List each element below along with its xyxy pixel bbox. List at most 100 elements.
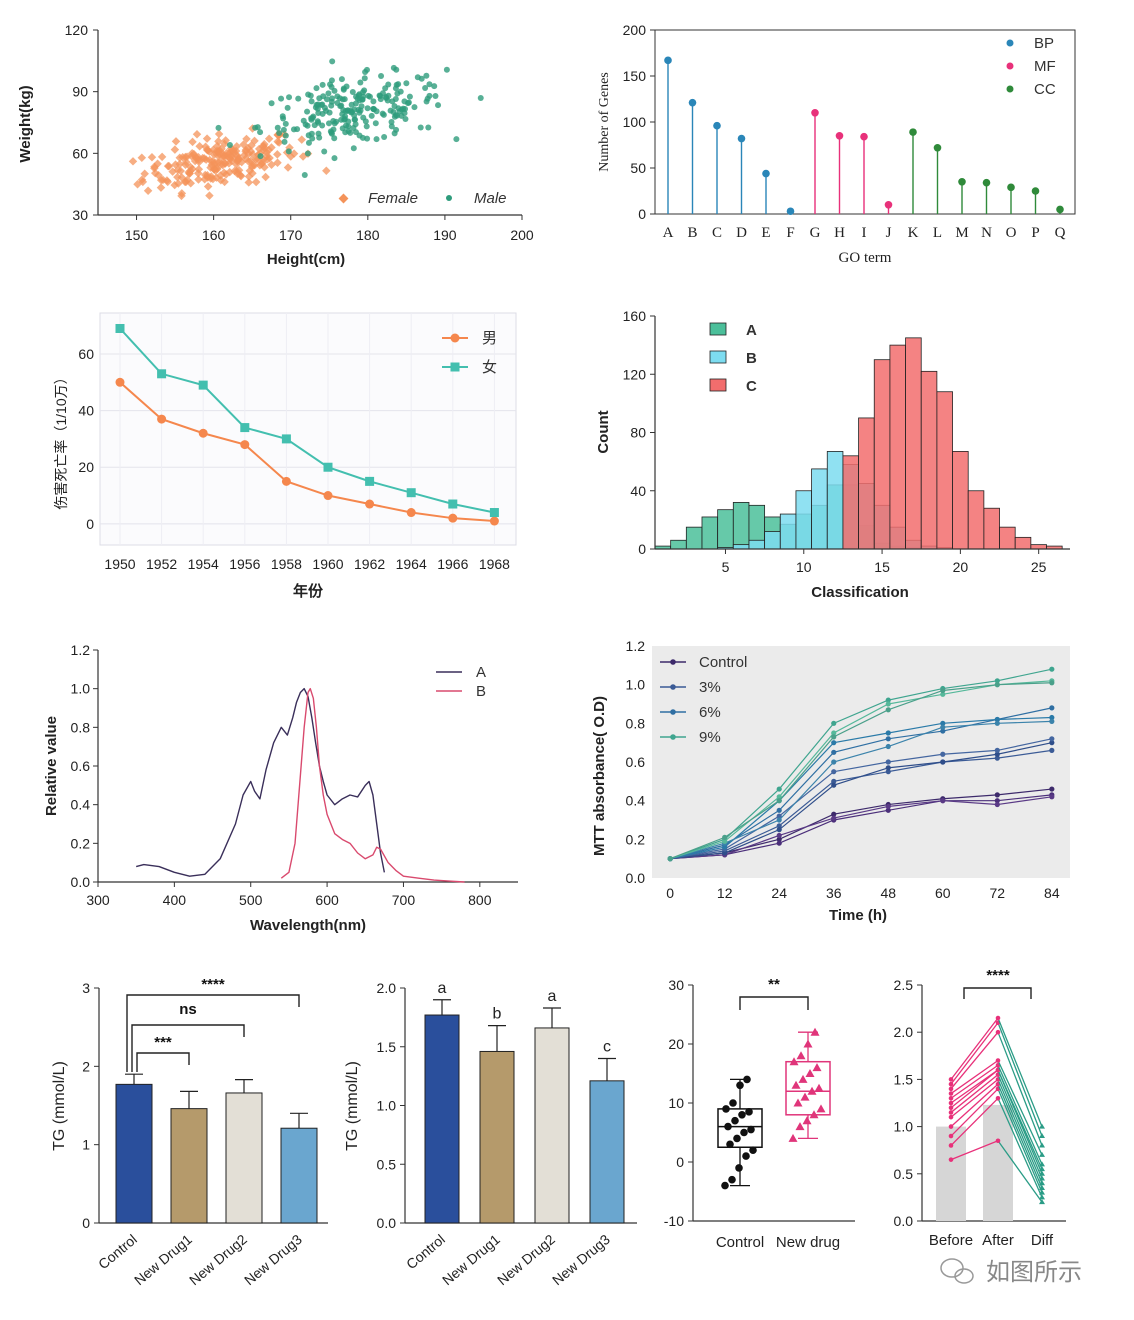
paired-line-after-diff [997, 1064, 1043, 1165]
scatter-point-male [359, 96, 366, 103]
scatter-point-male [215, 124, 222, 131]
paired-y-tick-label: 0.0 [894, 1213, 914, 1229]
mortality-point-female [365, 476, 375, 486]
scatter-point-male [373, 136, 380, 143]
mtt-point [831, 730, 837, 736]
mtt-x-tick-label: 0 [666, 885, 674, 901]
paired-line-after-diff [997, 1088, 1043, 1193]
scatter-point-male [319, 101, 326, 108]
scatter-point-male [345, 128, 352, 135]
scatter-point-male [345, 123, 352, 130]
histogram-bar-A [670, 539, 687, 550]
histogram-bar-B [811, 468, 828, 550]
paired-point-after [995, 1015, 1001, 1021]
tg1-bar [225, 1092, 263, 1224]
spectrum-lines [136, 687, 465, 883]
scatter-point-male [391, 130, 398, 137]
mtt-x-tick-label: 48 [880, 885, 896, 901]
mtt-lines [667, 666, 1055, 862]
histogram-bar-C [873, 359, 891, 550]
histogram-x-tick-label: 20 [953, 559, 969, 575]
mortality-x-tick-label: 1960 [312, 556, 343, 572]
mtt-point [940, 687, 946, 694]
mtt-point [722, 844, 728, 850]
mtt-point [1049, 718, 1055, 725]
histogram-bar-C [952, 451, 969, 550]
scatter-point-male [329, 58, 336, 65]
mtt-x-label: Time (h) [829, 907, 887, 924]
lollipop-head [958, 178, 966, 186]
boxplot-box [785, 1060, 831, 1116]
lollipop-head [933, 143, 942, 152]
boxplot-x-ticks: Control New drug [716, 1234, 840, 1251]
spectrum-x-label: Wavelength(nm) [250, 917, 366, 934]
paired-x-tick-label: After [982, 1232, 1014, 1249]
lollipop-head [811, 109, 819, 117]
scatter-point-female [251, 177, 261, 187]
scatter-point-male [351, 116, 358, 123]
scatter-point-male [257, 129, 264, 136]
paired-line-before-after [950, 1083, 999, 1128]
mortality-x-tick-label: 1958 [271, 556, 302, 572]
scatter-point-male [257, 153, 264, 160]
scatter-x-tick-label: 180 [356, 227, 380, 243]
scatter-point-male [278, 95, 285, 102]
scatter-point-male [268, 100, 275, 107]
boxplot-point-newdrug [793, 1098, 803, 1107]
mortality-point-female [198, 380, 208, 390]
boxplot-point-control [742, 1152, 750, 1160]
paired-line-after-diff [997, 1140, 1043, 1203]
lollipop-legend-swatch [1006, 39, 1014, 47]
mtt-line [670, 796, 1052, 860]
scatter-x-ticks: 150 160 170 180 190 200 [125, 215, 534, 243]
histogram-bar-C [999, 526, 1016, 550]
paired-point-diff [1039, 1142, 1045, 1148]
paired-point-diff [1039, 1199, 1045, 1205]
paired-point-before [948, 1100, 954, 1106]
paired-marks [936, 1015, 1045, 1221]
histogram-y-tick-label: 120 [623, 366, 647, 382]
lollipop-head [884, 201, 893, 209]
scatter-point-female [177, 191, 186, 201]
scatter-point-male [226, 142, 233, 149]
tg2-x-tick-label: New Drug2 [494, 1231, 558, 1288]
scatter-point-female [202, 145, 212, 155]
mortality-legend: 男女 [442, 330, 497, 376]
mtt-point [722, 850, 728, 856]
tg2-y-tick-label: 0.5 [377, 1156, 397, 1172]
mtt-point [776, 823, 782, 829]
scatter-point-female [192, 130, 202, 139]
scatter-point-male [350, 145, 357, 152]
histogram-bar-B [748, 539, 766, 550]
mtt-point [776, 832, 782, 839]
scatter-point-female [173, 172, 182, 182]
histogram-x-tick-label: 25 [1031, 559, 1047, 575]
histogram-y-tick-label: 40 [630, 483, 646, 499]
scatter-point-male [393, 66, 400, 73]
scatter-point-male [363, 123, 370, 130]
mtt-legend-label: 9% [699, 729, 721, 746]
scatter-point-male [388, 119, 395, 126]
tg1-bar [280, 1127, 318, 1224]
mtt-legend-label: Control [699, 654, 747, 671]
scatter-point-female [220, 139, 229, 149]
tg1-x-tick-label: Control [95, 1231, 140, 1272]
paired-line-after-diff [997, 1017, 1043, 1127]
mortality-point-male [365, 499, 375, 509]
mortality-point-male [198, 428, 208, 438]
scatter-point-male [394, 90, 401, 97]
mortality-x-tick-label: 1956 [229, 556, 260, 572]
paired-y-ticks: 0.0 0.5 1.0 1.5 2.0 2.5 [894, 977, 922, 1229]
paired-point-diff [1039, 1161, 1045, 1167]
paired-point-before [948, 1157, 954, 1162]
mortality-legend-swatch [450, 333, 460, 343]
boxplot-point-control [726, 1140, 734, 1149]
lollipop-x-tick-label: H [834, 225, 845, 241]
paired-mean-bar [983, 1104, 1013, 1221]
mortality-y-tick-label: 20 [78, 459, 94, 475]
boxplot-point-control [745, 1108, 753, 1116]
paired-point-after [995, 1095, 1001, 1101]
watermark-text: 如图所示 [986, 1259, 1082, 1286]
mtt-point [994, 678, 1000, 684]
